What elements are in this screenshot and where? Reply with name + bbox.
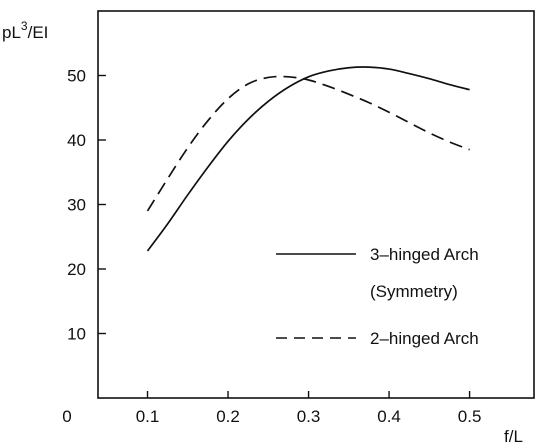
x-tick-label: 0.5 [458,407,482,426]
y-tick-label: 40 [67,131,86,150]
legend: 3–hinged Arch (Symmetry) 2–hinged Arch [276,245,479,348]
x-tick-label: 0.4 [377,407,401,426]
series-line-2-hinged-arch [146,75,470,212]
y-tick-label: 30 [67,196,86,215]
y-tick-label: 10 [67,325,86,344]
legend-label-3-hinged-note: (Symmetry) [370,282,458,301]
series-group [146,66,470,252]
x-axis-title: f/L [504,427,523,446]
series-line-3-hinged-arch [146,66,470,252]
x-tick-label: 0.1 [136,407,160,426]
y-axis-title: pL3/EI [2,19,48,42]
legend-label-3-hinged: 3–hinged Arch [370,245,479,264]
y-axis-ticks: 10 20 30 40 50 [67,67,106,344]
x-axis-ticks: 0.1 0.2 0.3 0.4 0.5 [136,391,482,426]
origin-label: 0 [62,407,71,426]
x-tick-label: 0.2 [216,407,240,426]
y-tick-label: 20 [67,260,86,279]
legend-label-2-hinged: 2–hinged Arch [370,329,479,348]
x-tick-label: 0.3 [297,407,321,426]
y-tick-label: 50 [67,67,86,86]
